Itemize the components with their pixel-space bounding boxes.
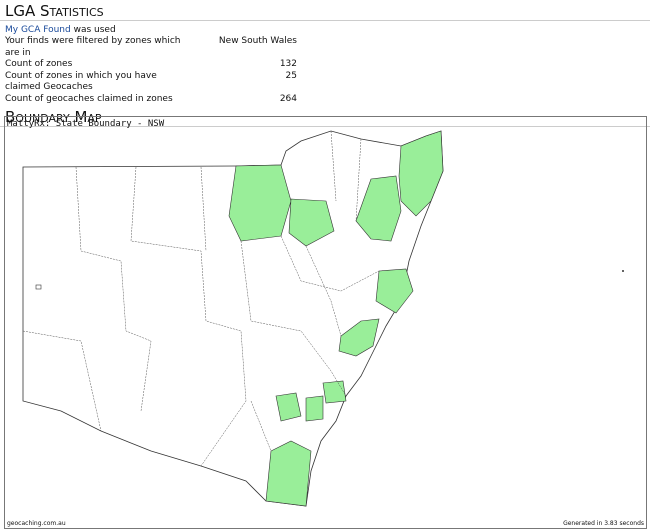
claimed-zone [398,130,444,217]
map-panel: MattyRx: State Boundary - NSW geocaching… [4,116,647,529]
stats-heading: LGA Statistics [0,0,650,21]
stat-label: Count of geocaches claimed in zones [5,93,173,104]
stat-value: 264 [279,93,297,104]
map-footer-right: Generated in 3.83 seconds [563,520,644,527]
intro-text: was used [73,25,116,35]
map-footer-left: geocaching.com.au [7,520,66,527]
map-heading: Boundary Map [0,106,650,127]
claimed-zone [338,318,380,357]
stats-table: Your finds were filtered by zones which … [5,36,297,105]
island [622,270,624,272]
claimed-zone [288,198,335,247]
map-drawing [22,130,624,507]
claimed-zone [228,164,292,242]
stat-label: Count of zones in which you have claimed… [5,70,157,93]
zone-border [130,166,247,467]
map-title: MattyRx: State Boundary - NSW [7,119,165,129]
stat-value: 132 [279,59,297,69]
stat-value: 25 [285,70,297,81]
claimed-zone [265,440,312,507]
island [35,284,42,290]
gca-link[interactable]: My GCA Found [5,25,71,35]
intro: My GCA Found was used [0,21,650,36]
stat-label: Count of zones [5,59,73,69]
zone-border [280,235,380,337]
claimed-zone [375,268,414,314]
claimed-zone [305,395,324,422]
zone-border [22,130,362,452]
zone-border [75,166,152,412]
stat-value: New South Wales [218,36,297,46]
zone-border [200,166,347,397]
stat-label: Your finds were filtered by zones which … [5,36,181,58]
claimed-zone [322,380,347,404]
claimed-zone [275,392,302,422]
